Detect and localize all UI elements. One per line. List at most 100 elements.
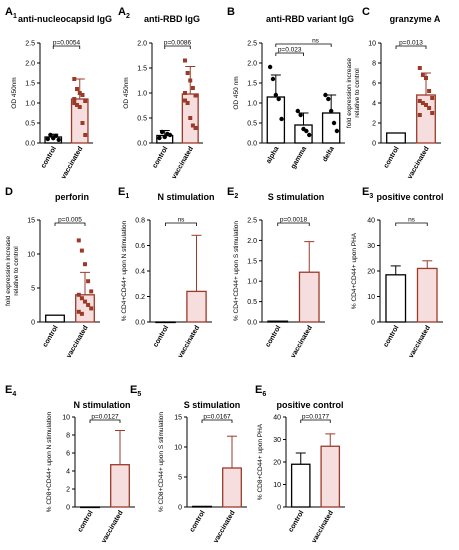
data-point (83, 299, 87, 304)
data-point (80, 93, 85, 97)
y-tick-label: 0 (178, 505, 182, 512)
y-axis-label: % CD8+CD44+ upon N stimulation (46, 411, 53, 512)
data-point (430, 96, 435, 100)
panel-letter: E1 (118, 186, 129, 200)
y-tick-label: 1.0 (137, 91, 147, 98)
x-tick-label: control (152, 145, 170, 169)
y-tick-label: 10 (367, 294, 375, 301)
data-point (89, 306, 94, 311)
panel-title: anti-RBD IgG (144, 14, 200, 24)
data-point (80, 121, 85, 125)
panel-title: anti-nucleocapsid IgG (18, 14, 112, 24)
significance-bracket (275, 52, 304, 56)
y-tick-label: 1.5 (247, 81, 257, 88)
significance-bracket (54, 222, 86, 226)
bar-vaccinated (186, 290, 207, 323)
x-tick-label: control (42, 324, 60, 348)
y-tick-label: 0.5 (247, 121, 257, 128)
y-tick-label: 2.0 (137, 41, 147, 48)
y-axis-label: OD 450 nm (233, 76, 240, 109)
panel-title: perforin (55, 192, 89, 202)
y-tick-label: 0.0 (247, 320, 257, 327)
x-tick-label: control (383, 145, 401, 169)
data-point (79, 311, 84, 316)
data-point (267, 64, 273, 70)
panel-letter: E2 (227, 186, 238, 200)
data-point (56, 137, 61, 142)
y-tick-label: 20 (273, 460, 281, 467)
y-tick-label: 6 (372, 81, 376, 88)
bar-vaccinated (320, 445, 341, 508)
data-point (167, 132, 173, 138)
data-point (76, 309, 81, 314)
x-tick-label: control (77, 509, 95, 533)
bar-vaccinated (222, 467, 242, 508)
x-tick-label: vaccinated (408, 325, 432, 360)
x-tick-label: control (189, 509, 207, 533)
data-point (295, 108, 300, 114)
p-value-label: p=0.0167 (203, 414, 231, 421)
significance-bracket (201, 419, 233, 423)
panel-e1: E1 N stimulation 0.0 0.2 0.4 0.6 0.8 % CD4+CD44… (118, 186, 215, 359)
data-point (185, 101, 190, 105)
significance-bracket (164, 45, 191, 49)
significance-bracket (395, 222, 428, 226)
x-tick-label: control (383, 324, 401, 348)
bar-vaccinated (416, 267, 438, 323)
x-tick-label: vaccinated (66, 325, 90, 360)
data-point (417, 99, 422, 103)
panel-title: granzyme A (390, 14, 441, 24)
data-point (190, 123, 195, 128)
data-point (304, 128, 309, 134)
y-tick-label: 0.5 (25, 121, 35, 128)
data-point (79, 248, 84, 253)
y-axis-label: % CD8+CD44+ upon PHA (257, 423, 264, 500)
data-point (72, 77, 77, 81)
x-tick-label: vaccinated (60, 146, 84, 181)
x-tick-label: control (40, 145, 58, 169)
x-tick-label: control (152, 324, 170, 348)
data-point (424, 103, 428, 107)
data-point (157, 135, 162, 141)
panel-title: anti-RBD variant IgG (266, 14, 354, 24)
y-tick-label: 0 (277, 505, 281, 512)
y-axis-label: % CD4+CD44+ upon PHA (351, 232, 358, 309)
y-tick-label: 10 (27, 252, 35, 259)
bar-control (386, 132, 406, 144)
y-tick-label: 2.5 (25, 41, 35, 48)
data-point (298, 112, 303, 118)
significance-bracket (165, 222, 197, 226)
p-value-label: p=0.013 (399, 40, 423, 47)
bar-control (155, 321, 176, 324)
y-tick-label: 0.0 (247, 141, 257, 148)
y-tick-label: 30 (273, 437, 281, 444)
y-axis-label: % CD8+CD44+ upon S stimulation (158, 412, 165, 512)
data-point (279, 116, 284, 122)
data-point (45, 136, 50, 142)
data-point (75, 103, 80, 107)
p-value-label: p=0.005 (58, 217, 82, 224)
significance-bracket (395, 45, 427, 49)
y-tick-label: 0.8 (135, 218, 145, 225)
panel-title: S stimulation (268, 192, 325, 202)
data-point (48, 132, 53, 138)
y-tick-label: 0 (66, 505, 70, 512)
data-point (193, 93, 198, 98)
y-tick-label: 0 (31, 320, 35, 327)
p-value-label: p=0.0086 (164, 40, 192, 47)
y-tick-label: 4 (66, 469, 70, 476)
y-tick-label: 6 (66, 451, 70, 458)
bar-control (192, 505, 212, 508)
ns-label: ns (408, 217, 416, 224)
x-tick-label: vaccinated (177, 325, 201, 360)
data-point (323, 92, 328, 98)
panel-e5: E5 S stimulation 0 5 10 15 % CD8+CD44+ upon S … (130, 384, 247, 544)
x-tick-label: alpha (265, 145, 280, 164)
bar-vaccinated (110, 464, 130, 508)
bar-delta (321, 112, 341, 144)
y-tick-label: 4 (372, 101, 376, 108)
p-value-label: p=0.0018 (280, 217, 308, 224)
ns-label: ns (178, 217, 186, 224)
